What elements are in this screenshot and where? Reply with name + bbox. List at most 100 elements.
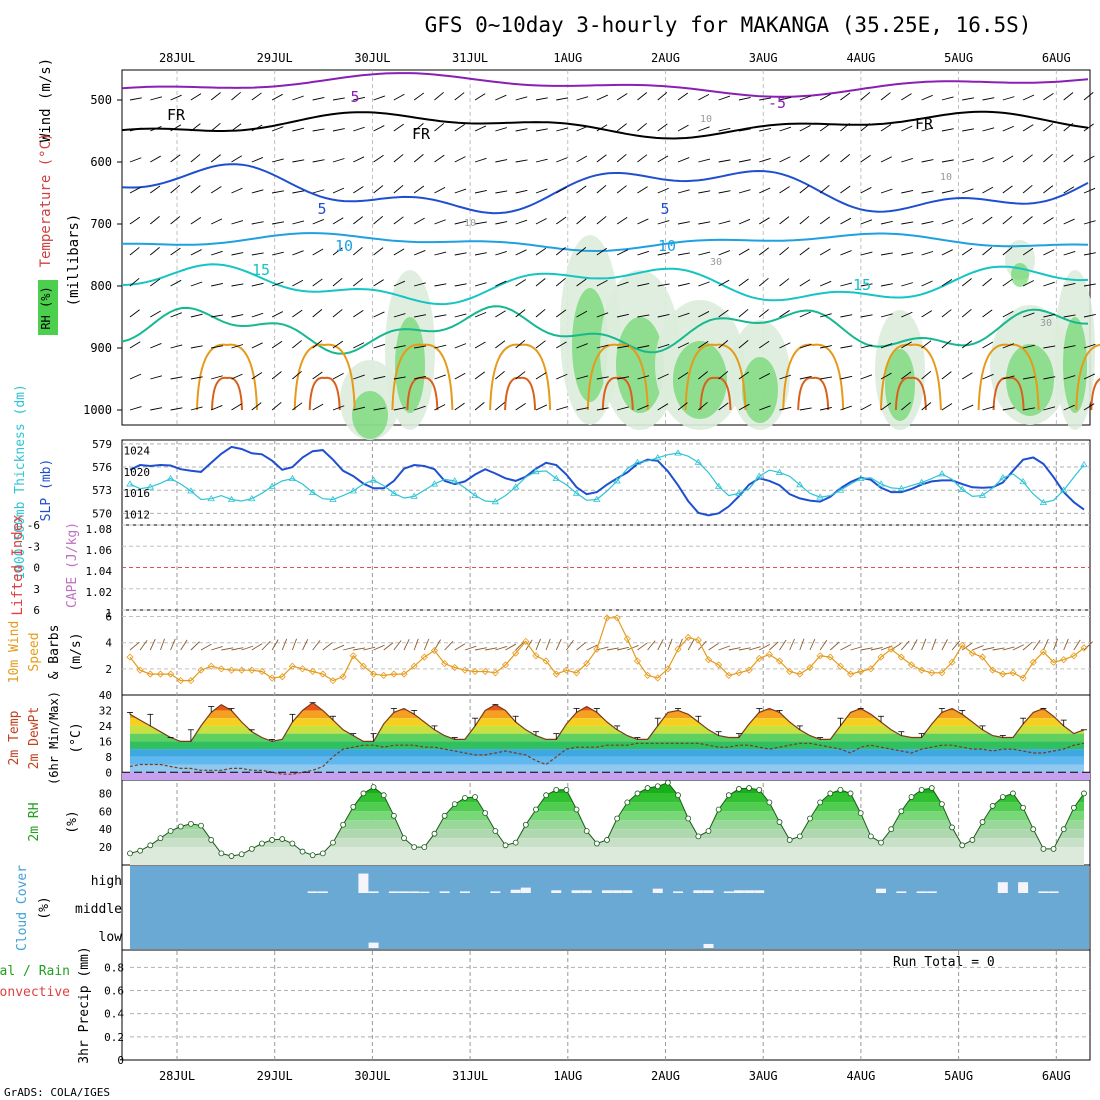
wind-barb — [698, 221, 711, 225]
wind-barb — [941, 219, 954, 225]
wind10m-marker — [989, 666, 997, 674]
cloud-high-bar — [754, 890, 765, 893]
wind10m-barb — [495, 645, 507, 651]
wind-barb — [535, 404, 548, 411]
wind10m-barb — [890, 642, 902, 651]
wind-barb — [312, 371, 323, 380]
wind-barb — [799, 279, 811, 287]
wind-barb — [596, 407, 609, 411]
wind-barb — [759, 373, 771, 380]
rh2m-marker — [857, 810, 864, 817]
date-label-bottom: 3AUG — [749, 1069, 778, 1083]
wind-barb — [210, 92, 221, 101]
wind10m-line — [129, 617, 1085, 682]
wind-barb — [576, 407, 589, 411]
wind-barb — [535, 218, 547, 225]
wind-barb — [617, 406, 629, 411]
wind-barb — [1063, 314, 1076, 318]
wind10m-marker — [1029, 658, 1037, 666]
wind-barb — [718, 402, 729, 411]
wind-barb — [921, 221, 934, 225]
contour-25-orange — [586, 343, 649, 411]
wind-barb — [962, 158, 974, 163]
wind-barb — [535, 97, 548, 101]
contour-label: FR — [412, 125, 431, 143]
rh2m-marker — [776, 819, 783, 825]
wind-barb — [819, 123, 831, 132]
rh2m-marker — [644, 785, 651, 791]
wind-barb — [738, 371, 749, 380]
wind-barb — [657, 283, 670, 287]
li-ylabel: Lifted Index — [10, 514, 26, 615]
cloud-high-bar — [997, 882, 1008, 893]
wind-barb — [251, 372, 263, 380]
rh2m-marker — [553, 786, 560, 793]
wind-barb — [434, 374, 446, 380]
wind-barb — [170, 184, 181, 194]
wind-barb — [495, 127, 507, 132]
wind-barb — [576, 310, 588, 318]
contour-label: -5 — [768, 94, 786, 112]
wind-barb — [373, 185, 384, 194]
wind10m-barb — [921, 638, 927, 651]
wind-barb — [150, 278, 161, 287]
wind-barb — [211, 282, 224, 287]
wind10m-marker — [572, 669, 581, 677]
wind-barb — [616, 185, 627, 194]
wind-barb — [637, 186, 648, 194]
wind-barb — [332, 405, 345, 411]
wind10m-marker — [1019, 674, 1027, 682]
wind-barb — [1022, 247, 1034, 256]
wind-barb — [292, 250, 304, 256]
cloud-high-bar — [916, 891, 927, 893]
wind-barb — [515, 128, 528, 132]
date-label-top: 3AUG — [749, 51, 778, 65]
wind-barb — [1063, 375, 1076, 380]
wind-barb — [495, 280, 507, 287]
wind-barb — [515, 279, 526, 287]
wind10m-barb — [647, 640, 656, 651]
wind-barb — [373, 247, 384, 256]
precip-panel-frame — [121, 949, 1091, 1061]
wind-barb — [637, 375, 650, 380]
wind-barb — [698, 371, 708, 380]
thickness-tick: 570 — [92, 507, 112, 520]
wind-barb — [211, 314, 224, 318]
wind-barb — [819, 248, 831, 256]
wind-barb — [617, 345, 630, 349]
wind10m-barb — [149, 638, 156, 651]
wind-barb — [860, 314, 873, 318]
wind-barb — [1002, 96, 1015, 101]
wind-barb — [941, 309, 952, 318]
wind-barb — [454, 283, 467, 287]
cloud-high-bar — [459, 891, 470, 893]
wind10m-marker — [1009, 669, 1017, 677]
wind-barb — [1022, 312, 1035, 318]
li-tick: 0 — [33, 562, 40, 575]
thickness-marker — [268, 482, 276, 489]
wind-barb — [292, 340, 302, 349]
cloud-high-bar — [652, 888, 663, 893]
wind-barb — [962, 128, 975, 132]
wind-barb — [677, 124, 689, 132]
wind-barb — [677, 92, 689, 101]
wind10m-marker — [207, 662, 215, 670]
wind10m-marker — [451, 663, 459, 672]
wind-barb — [190, 376, 203, 380]
contour-label: 5 — [350, 88, 359, 106]
cloud-high-bar — [439, 891, 450, 893]
wind-barb — [657, 123, 668, 132]
wind10m-marker — [298, 665, 307, 673]
wind-barb — [1063, 154, 1074, 163]
wind-barb — [393, 280, 406, 287]
wind-barb — [880, 252, 893, 256]
wind10m-marker — [684, 633, 692, 642]
rh-shade-dark — [395, 317, 425, 413]
wind-barb — [941, 96, 954, 101]
wind-barb — [576, 96, 589, 101]
wind10m-marker — [562, 666, 570, 674]
temp2m-tick: 16 — [99, 735, 112, 748]
upper-tick-label: 1000 — [83, 403, 112, 417]
slp-tick: 1016 — [124, 487, 151, 500]
wind-barb — [1083, 283, 1096, 287]
